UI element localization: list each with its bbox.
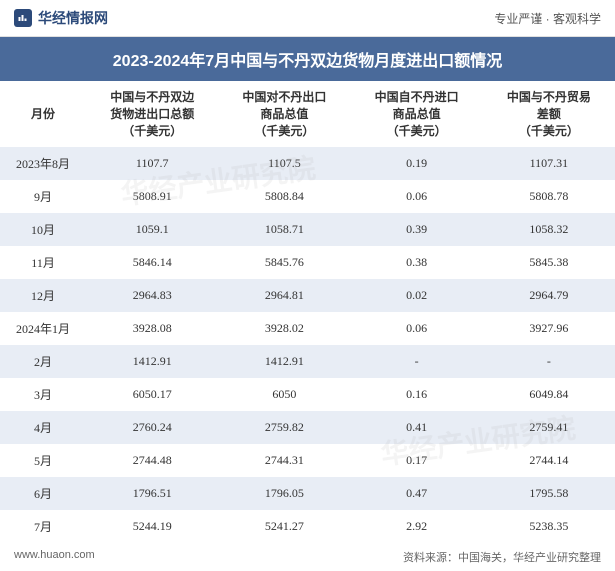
page-header: 华经情报网 专业严谨 · 客观科学 (0, 0, 615, 37)
table-row: 3月6050.1760500.166049.84 (0, 378, 615, 411)
page-container: 华经情报网 专业严谨 · 客观科学 2023-2024年7月中国与不丹双边货物月… (0, 0, 615, 571)
table-cell: 2023年8月 (0, 147, 86, 180)
table-header: 月份 中国与不丹双边货物进出口总额（千美元） 中国对不丹出口商品总值（千美元） … (0, 81, 615, 147)
page-footer: www.huaon.com 资料来源：中国海关，华经产业研究整理 (0, 543, 615, 571)
table-cell: 1059.1 (86, 213, 218, 246)
table-cell: 2964.83 (86, 279, 218, 312)
table-cell: - (483, 345, 615, 378)
table-cell: 5808.78 (483, 180, 615, 213)
table-row: 2月1412.911412.91-- (0, 345, 615, 378)
table-cell: 2964.81 (218, 279, 350, 312)
col-header-balance: 中国与不丹贸易差额（千美元） (483, 81, 615, 147)
table-cell: 1107.5 (218, 147, 350, 180)
table-cell: 6050.17 (86, 378, 218, 411)
table-cell: 5月 (0, 444, 86, 477)
table-cell: 0.17 (351, 444, 483, 477)
table-cell: 1795.58 (483, 477, 615, 510)
table-header-row: 月份 中国与不丹双边货物进出口总额（千美元） 中国对不丹出口商品总值（千美元） … (0, 81, 615, 147)
table-cell: - (351, 345, 483, 378)
col-header-import: 中国自不丹进口商品总值（千美元） (351, 81, 483, 147)
table-cell: 0.39 (351, 213, 483, 246)
table-cell: 6049.84 (483, 378, 615, 411)
table-cell: 0.38 (351, 246, 483, 279)
table-cell: 0.41 (351, 411, 483, 444)
table-cell: 2964.79 (483, 279, 615, 312)
table-cell: 3月 (0, 378, 86, 411)
data-table: 月份 中国与不丹双边货物进出口总额（千美元） 中国对不丹出口商品总值（千美元） … (0, 81, 615, 543)
table-cell: 2744.14 (483, 444, 615, 477)
table-cell: 12月 (0, 279, 86, 312)
table-cell: 2760.24 (86, 411, 218, 444)
col-header-export: 中国对不丹出口商品总值（千美元） (218, 81, 350, 147)
table-cell: 5238.35 (483, 510, 615, 543)
table-cell: 2.92 (351, 510, 483, 543)
table-row: 7月5244.195241.272.925238.35 (0, 510, 615, 543)
logo-icon (14, 9, 32, 27)
table-row: 12月2964.832964.810.022964.79 (0, 279, 615, 312)
footer-website: www.huaon.com (14, 549, 95, 565)
col-header-total: 中国与不丹双边货物进出口总额（千美元） (86, 81, 218, 147)
header-left: 华经情报网 (14, 8, 108, 28)
table-cell: 5845.38 (483, 246, 615, 279)
table-cell: 1107.7 (86, 147, 218, 180)
table-cell: 1412.91 (218, 345, 350, 378)
table-cell: 5808.91 (86, 180, 218, 213)
table-cell: 0.02 (351, 279, 483, 312)
table-cell: 0.19 (351, 147, 483, 180)
table-cell: 5846.14 (86, 246, 218, 279)
table-row: 10月1059.11058.710.391058.32 (0, 213, 615, 246)
table-row: 4月2760.242759.820.412759.41 (0, 411, 615, 444)
header-tagline: 专业严谨 · 客观科学 (494, 10, 601, 27)
table-cell: 0.06 (351, 312, 483, 345)
table-cell: 9月 (0, 180, 86, 213)
table-cell: 1796.05 (218, 477, 350, 510)
table-row: 9月5808.915808.840.065808.78 (0, 180, 615, 213)
table-row: 5月2744.482744.310.172744.14 (0, 444, 615, 477)
table-cell: 1058.32 (483, 213, 615, 246)
table-row: 2023年8月1107.71107.50.191107.31 (0, 147, 615, 180)
table-cell: 0.47 (351, 477, 483, 510)
data-table-container: 月份 中国与不丹双边货物进出口总额（千美元） 中国对不丹出口商品总值（千美元） … (0, 81, 615, 543)
table-cell: 5241.27 (218, 510, 350, 543)
table-cell: 0.06 (351, 180, 483, 213)
table-cell: 2024年1月 (0, 312, 86, 345)
table-cell: 6050 (218, 378, 350, 411)
table-row: 6月1796.511796.050.471795.58 (0, 477, 615, 510)
table-body: 2023年8月1107.71107.50.191107.319月5808.915… (0, 147, 615, 543)
table-cell: 1796.51 (86, 477, 218, 510)
table-cell: 10月 (0, 213, 86, 246)
table-cell: 0.16 (351, 378, 483, 411)
table-cell: 5808.84 (218, 180, 350, 213)
table-cell: 2744.31 (218, 444, 350, 477)
table-cell: 2759.82 (218, 411, 350, 444)
table-cell: 3928.08 (86, 312, 218, 345)
table-cell: 7月 (0, 510, 86, 543)
table-cell: 3927.96 (483, 312, 615, 345)
table-cell: 2759.41 (483, 411, 615, 444)
chart-title: 2023-2024年7月中国与不丹双边货物月度进出口额情况 (0, 37, 615, 81)
table-cell: 2月 (0, 345, 86, 378)
table-cell: 6月 (0, 477, 86, 510)
table-row: 11月5846.145845.760.385845.38 (0, 246, 615, 279)
table-cell: 11月 (0, 246, 86, 279)
table-cell: 4月 (0, 411, 86, 444)
table-cell: 1412.91 (86, 345, 218, 378)
table-cell: 5845.76 (218, 246, 350, 279)
col-header-month: 月份 (0, 81, 86, 147)
footer-source: 资料来源：中国海关，华经产业研究整理 (403, 549, 601, 565)
table-cell: 1107.31 (483, 147, 615, 180)
table-cell: 1058.71 (218, 213, 350, 246)
site-name: 华经情报网 (38, 8, 108, 28)
table-row: 2024年1月3928.083928.020.063927.96 (0, 312, 615, 345)
table-cell: 3928.02 (218, 312, 350, 345)
table-cell: 5244.19 (86, 510, 218, 543)
table-cell: 2744.48 (86, 444, 218, 477)
